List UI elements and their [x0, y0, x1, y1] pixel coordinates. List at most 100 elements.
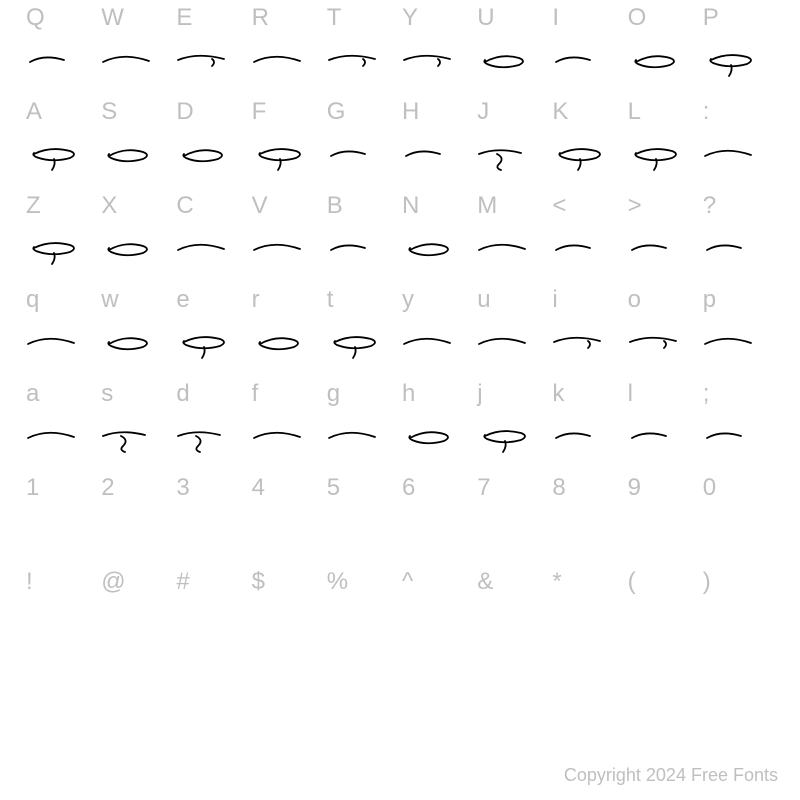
glyph-arc-m: [250, 38, 325, 98]
glyph-empty: [24, 508, 99, 568]
char-label: y: [400, 286, 475, 320]
char-label: @: [99, 568, 174, 602]
char-label: a: [24, 380, 99, 414]
char-label: W: [99, 4, 174, 38]
glyph-empty: [475, 508, 550, 568]
glyph-arc-m: [250, 226, 325, 286]
font-character-map: QWERTYUIOPASDFGHJKL:ZXCVBNM<>?qwertyuiop…: [0, 0, 800, 632]
char-label: d: [174, 380, 249, 414]
glyph-arc-tail-r: [400, 38, 475, 98]
char-label: K: [550, 98, 625, 132]
char-label: $: [250, 568, 325, 602]
char-label: H: [400, 98, 475, 132]
glyph-arc-m: [250, 414, 325, 474]
char-label: C: [174, 192, 249, 226]
glyph-oval-open: [400, 414, 475, 474]
char-label: ^: [400, 568, 475, 602]
glyph-oval-tail: [325, 320, 400, 380]
char-label: U: [475, 4, 550, 38]
glyph-empty: [400, 508, 475, 568]
glyph-empty: [174, 508, 249, 568]
glyph-arc-s: [550, 38, 625, 98]
char-label: 4: [250, 474, 325, 508]
glyph-arc-m: [701, 132, 776, 192]
glyph-arc-s: [626, 414, 701, 474]
glyph-arc-m: [400, 320, 475, 380]
glyph-arc-m: [174, 226, 249, 286]
char-label: I: [550, 4, 625, 38]
char-label: %: [325, 568, 400, 602]
glyph-oval-tail: [701, 38, 776, 98]
glyph-oval-open: [99, 132, 174, 192]
char-label: E: [174, 4, 249, 38]
glyph-arc-tail-r: [550, 320, 625, 380]
char-label: 7: [475, 474, 550, 508]
char-label: 6: [400, 474, 475, 508]
glyph-arc-s: [400, 132, 475, 192]
char-label: r: [250, 286, 325, 320]
char-label: :: [701, 98, 776, 132]
glyph-arc-s: [701, 414, 776, 474]
glyph-empty: [701, 508, 776, 568]
glyph-arc-m: [24, 320, 99, 380]
char-label: 5: [325, 474, 400, 508]
char-label: Z: [24, 192, 99, 226]
glyph-arc-s: [550, 226, 625, 286]
glyph-oval-open: [99, 226, 174, 286]
char-label: Y: [400, 4, 475, 38]
glyph-arc-tail-r: [626, 320, 701, 380]
glyph-empty: [626, 508, 701, 568]
char-label: G: [325, 98, 400, 132]
glyph-arc-s: [550, 414, 625, 474]
glyph-arc-hook: [174, 414, 249, 474]
char-label: S: [99, 98, 174, 132]
char-label: g: [325, 380, 400, 414]
char-label: A: [24, 98, 99, 132]
char-label: &: [475, 568, 550, 602]
glyph-oval-open: [400, 226, 475, 286]
char-label: k: [550, 380, 625, 414]
spacer: [24, 602, 776, 632]
char-label: N: [400, 192, 475, 226]
glyph-oval-open: [475, 38, 550, 98]
char-label: 1: [24, 474, 99, 508]
copyright-text: Copyright 2024 Free Fonts: [564, 765, 778, 786]
glyph-arc-s: [701, 226, 776, 286]
char-label: l: [626, 380, 701, 414]
char-label: J: [475, 98, 550, 132]
char-label: e: [174, 286, 249, 320]
char-label: j: [475, 380, 550, 414]
char-label: F: [250, 98, 325, 132]
char-label: X: [99, 192, 174, 226]
char-label: 2: [99, 474, 174, 508]
glyph-oval-tail: [24, 132, 99, 192]
glyph-arc-tail-r: [325, 38, 400, 98]
char-label: 0: [701, 474, 776, 508]
glyph-oval-tail: [550, 132, 625, 192]
char-label: u: [475, 286, 550, 320]
char-label: f: [250, 380, 325, 414]
char-label: P: [701, 4, 776, 38]
glyph-oval-open: [250, 320, 325, 380]
glyph-oval-open: [174, 132, 249, 192]
glyph-oval-open: [626, 38, 701, 98]
char-label: V: [250, 192, 325, 226]
glyph-arc-m: [701, 320, 776, 380]
char-label: 9: [626, 474, 701, 508]
glyph-oval-tail: [174, 320, 249, 380]
char-label: <: [550, 192, 625, 226]
glyph-oval-open: [99, 320, 174, 380]
glyph-arc-hook: [475, 132, 550, 192]
glyph-arc-hook: [99, 414, 174, 474]
char-label: h: [400, 380, 475, 414]
char-label: L: [626, 98, 701, 132]
glyph-oval-tail: [250, 132, 325, 192]
char-label: ;: [701, 380, 776, 414]
char-label: R: [250, 4, 325, 38]
char-label: T: [325, 4, 400, 38]
glyph-oval-tail: [24, 226, 99, 286]
glyph-arc-s: [325, 132, 400, 192]
char-label: w: [99, 286, 174, 320]
char-label: (: [626, 568, 701, 602]
glyph-empty: [550, 508, 625, 568]
